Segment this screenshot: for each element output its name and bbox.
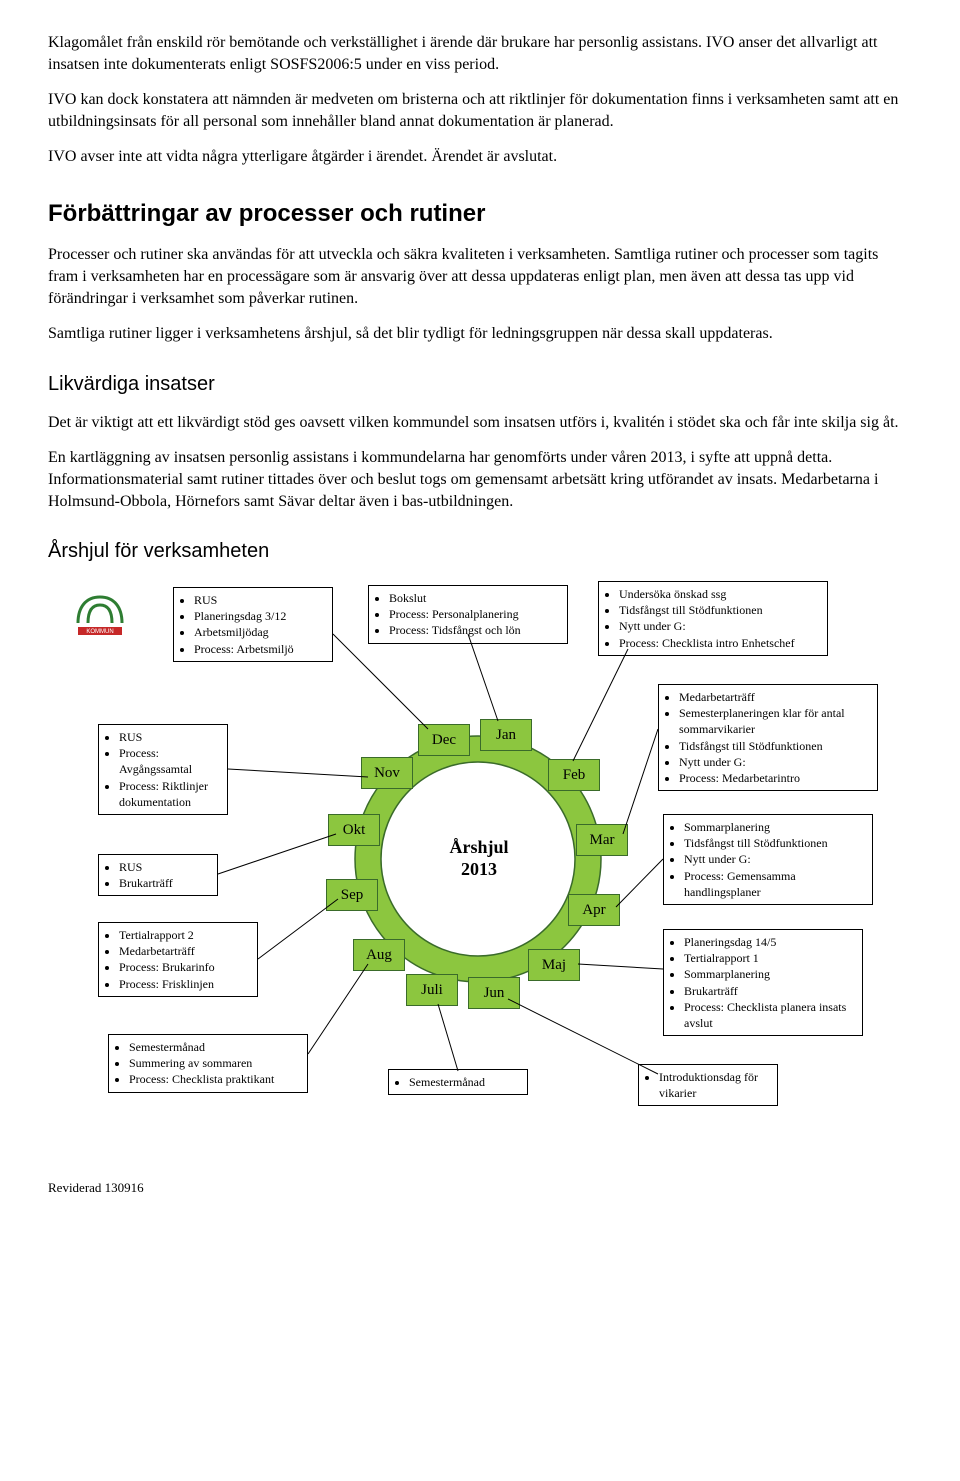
paragraph-forbattringar-1: Processer och rutiner ska användas för a…	[48, 244, 912, 309]
umea-kommun-logo: KOMMUN	[72, 583, 128, 639]
box-jun: Introduktionsdag för vikarier	[638, 1064, 778, 1106]
box-sep: Tertialrapport 2 Medarbetarträff Process…	[98, 922, 258, 997]
box-feb: Undersöka önskad ssg Tidsfångst till Stö…	[598, 581, 828, 656]
month-nov: Nov	[361, 757, 413, 789]
month-mar: Mar	[576, 824, 628, 856]
paragraph-likvardiga-2: En kartläggning av insatsen personlig as…	[48, 447, 912, 512]
box-jan: Bokslut Process: Personalplanering Proce…	[368, 585, 568, 644]
month-sep: Sep	[326, 879, 378, 911]
month-dec: Dec	[418, 724, 470, 756]
box-aug: Semestermånad Summering av sommaren Proc…	[108, 1034, 308, 1093]
heading-likvardiga: Likvärdiga insatser	[48, 371, 912, 398]
month-jan: Jan	[480, 719, 532, 751]
svg-text:KOMMUN: KOMMUN	[86, 629, 113, 635]
paragraph-intro-1: Klagomålet från enskild rör bemötande oc…	[48, 32, 912, 75]
month-okt: Okt	[328, 814, 380, 846]
box-juli: Semestermånad	[388, 1069, 528, 1095]
arshjul-diagram: KOMMUN Årshjul 2013 Jan Feb Mar Apr Maj …	[68, 579, 888, 1139]
footer-revised: Reviderad 130916	[48, 1179, 912, 1197]
month-apr: Apr	[568, 894, 620, 926]
paragraph-likvardiga-1: Det är viktigt att ett likvärdigt stöd g…	[48, 412, 912, 434]
month-maj: Maj	[528, 949, 580, 981]
box-mar: Medarbetarträff Semesterplaneringen klar…	[658, 684, 878, 791]
month-jun: Jun	[468, 977, 520, 1009]
month-aug: Aug	[353, 939, 405, 971]
box-apr: Sommarplanering Tidsfångst till Stödfunk…	[663, 814, 873, 905]
heading-arshjul: Årshjul för verksamheten	[48, 538, 912, 565]
box-okt: RUS Brukarträff	[98, 854, 218, 896]
box-dec: RUS Planeringsdag 3/12 Arbetsmiljödag Pr…	[173, 587, 333, 662]
box-maj: Planeringsdag 14/5 Tertialrapport 1 Somm…	[663, 929, 863, 1036]
paragraph-intro-3: IVO avser inte att vidta några ytterliga…	[48, 146, 912, 168]
month-juli: Juli	[406, 974, 458, 1006]
month-feb: Feb	[548, 759, 600, 791]
arshjul-center-label: Årshjul 2013	[444, 837, 514, 880]
paragraph-intro-2: IVO kan dock konstatera att nämnden är m…	[48, 89, 912, 132]
box-nov: RUS Process: Avgångssamtal Process: Rikt…	[98, 724, 228, 815]
paragraph-forbattringar-2: Samtliga rutiner ligger i verksamhetens …	[48, 323, 912, 345]
heading-forbattringar: Förbättringar av processer och rutiner	[48, 198, 912, 230]
